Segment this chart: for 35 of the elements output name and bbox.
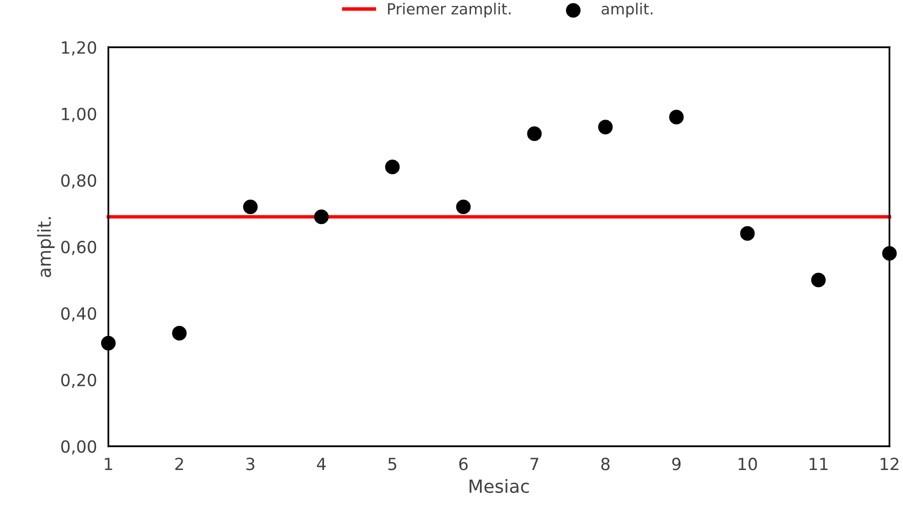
y-tick-label: 1,20: [62, 41, 96, 56]
legend-label: Priemer zamplit.: [388, 2, 510, 18]
x-tick-label: 9: [672, 458, 681, 470]
point: [314, 210, 329, 224]
x-tick-label: 1: [104, 458, 112, 470]
x-tick-label: 4: [316, 458, 326, 470]
y-tick-label: 0,60: [61, 240, 96, 256]
y-axis-title: amplit.: [37, 217, 55, 278]
x-tick-label: 7: [530, 458, 538, 470]
x-tick-label: 2: [175, 458, 183, 470]
point: [811, 272, 826, 288]
x-tick-label: 8: [601, 458, 610, 470]
point: [527, 126, 542, 141]
x-tick-label: 12: [880, 458, 898, 470]
x-tick-label: 3: [246, 458, 254, 470]
y-tick-label: 0,00: [61, 440, 96, 455]
x-tick-label: 11: [810, 458, 828, 470]
y-tick-label: 0,20: [61, 374, 96, 388]
legend-label: amplit.: [602, 2, 652, 18]
point: [172, 326, 187, 340]
x-axis-title: Mesiac: [470, 479, 529, 494]
x-tick-label: 5: [388, 458, 396, 470]
point: [101, 336, 116, 350]
point: [243, 200, 258, 214]
point: [598, 120, 613, 134]
y-tick-label: 1,00: [62, 108, 96, 122]
point: [385, 160, 400, 174]
y-tick-label: 0,40: [61, 307, 96, 322]
point: [456, 200, 471, 214]
x-tick-label: 6: [459, 458, 468, 470]
point: [669, 110, 684, 124]
point: [740, 226, 755, 241]
y-tick-label: 0,80: [61, 174, 96, 189]
point: [882, 246, 897, 261]
x-tick-label: 10: [738, 458, 757, 470]
